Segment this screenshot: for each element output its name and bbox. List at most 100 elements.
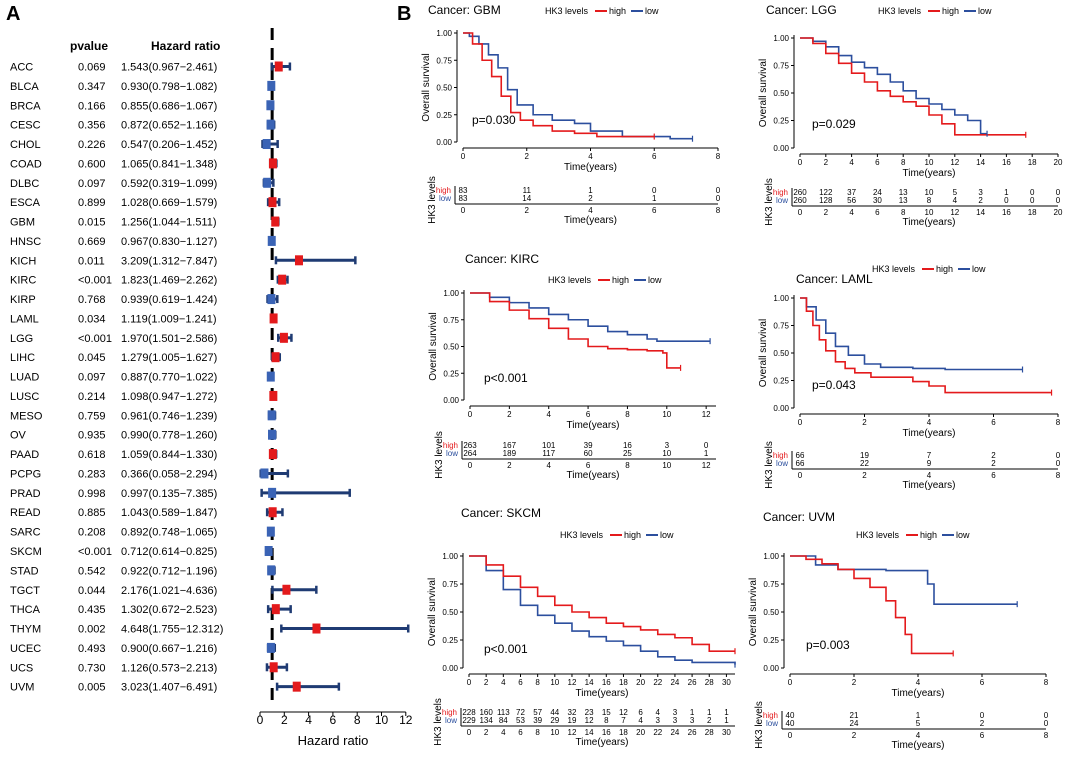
km-risk-row-high-label: high [442, 708, 457, 717]
km-x-tick-label: 12 [568, 678, 577, 687]
km-y-tick-label: 0.00 [442, 664, 458, 673]
km-risk-x-tick-label: 4 [927, 471, 932, 480]
km-legend-high-label: high [936, 264, 953, 274]
km-risk-high-count: 160 [479, 708, 493, 717]
km-risk-low-count: 56 [847, 196, 856, 205]
forest-point [264, 546, 273, 556]
forest-row-pvalue: 0.005 [78, 682, 106, 694]
forest-row-pvalue: 0.435 [78, 604, 106, 616]
forest-row-hr: 0.939(0.619−1.424) [121, 294, 217, 306]
km-y-tick-label: 0.75 [443, 316, 459, 325]
km-legend-high-label: high [609, 6, 626, 16]
km-risk-high-count: 5 [953, 188, 958, 197]
km-risk-row-high-label: high [443, 441, 458, 450]
forest-row-name: KIRC [10, 275, 36, 287]
km-risk-x-tick-label: 10 [662, 461, 671, 470]
panel-label-a: A [6, 3, 20, 25]
km-risk-x-tick-label: 16 [602, 728, 611, 737]
km-risk-low-count: 0 [1056, 196, 1061, 205]
km-risk-low-count: 66 [796, 459, 805, 468]
km-risk-x-tick-label: 0 [461, 206, 466, 215]
forest-row-name: LIHC [10, 352, 35, 364]
km-risk-row-high-label: high [436, 186, 451, 195]
km-risk-low-count: 25 [623, 449, 632, 458]
km-y-tick-label: 0.00 [773, 404, 789, 413]
km-y-tick-label: 0.00 [436, 138, 452, 147]
forest-point [263, 177, 272, 188]
forest-row-pvalue: 0.669 [78, 236, 106, 248]
forest-row-hr: 0.997(0.135−7.385) [121, 488, 217, 500]
km-x-tick-label: 20 [636, 678, 645, 687]
km-risk-low-count: 4 [638, 716, 643, 725]
forest-row-pvalue: 0.998 [78, 488, 106, 500]
km-x-tick-label: 14 [976, 158, 985, 167]
km-risk-high-count: 32 [568, 708, 577, 717]
km-risk-title: HK3 levels [764, 441, 775, 489]
km-risk-high-count: 0 [980, 711, 985, 720]
forest-point [267, 410, 276, 421]
km-risk-x-tick-label: 4 [588, 206, 593, 215]
km-risk-x-tick-label: 14 [585, 728, 594, 737]
km-y-tick-label: 0.25 [763, 636, 779, 645]
km-x-tick-label: 2 [862, 418, 867, 427]
km-x-tick-label: 0 [798, 418, 803, 427]
km-risk-low-count: 39 [533, 716, 542, 725]
km-risk-high-count: 0 [716, 186, 721, 195]
km-risk-x-tick-label: 22 [653, 728, 662, 737]
km-risk-low-count: 1 [704, 449, 709, 458]
km-x-tick-label: 14 [585, 678, 594, 687]
forest-row-pvalue: <0.001 [78, 275, 112, 287]
km-risk-x-tick-label: 18 [1028, 208, 1037, 217]
km-risk-high-count: 10 [925, 188, 934, 197]
km-x-tick-label: 16 [602, 678, 611, 687]
km-risk-x-tick-label: 28 [705, 728, 714, 737]
forest-row-pvalue: 0.097 [78, 178, 106, 190]
forest-x-label: Hazard ratio [298, 733, 369, 748]
km-x-label: Time(years) [903, 428, 956, 439]
km-x-label: Time(years) [567, 420, 620, 431]
km-risk-x-tick-label: 0 [798, 471, 803, 480]
km-y-label: Overall survival [421, 53, 432, 121]
km-risk-high-count: 1 [916, 711, 921, 720]
forest-row-pvalue: 0.935 [78, 430, 106, 442]
km-y-tick-label: 0.50 [442, 608, 458, 617]
km-y-tick-label: 0.00 [763, 664, 779, 673]
forest-row-name: ESCA [10, 197, 41, 209]
forest-row-pvalue: 0.045 [78, 352, 106, 364]
forest-row-pvalue: 0.002 [78, 624, 106, 636]
km-risk-high-count: 113 [497, 708, 510, 717]
km-risk-row-high-label: high [763, 711, 778, 720]
forest-row-pvalue: 0.069 [78, 62, 106, 74]
km-legend-title: HK3 levels [872, 264, 916, 274]
km-risk-low-count: 0 [1004, 196, 1009, 205]
km-risk-title: HK3 levels [764, 178, 775, 226]
km-x-tick-label: 8 [901, 158, 906, 167]
km-risk-low-count: 229 [462, 716, 476, 725]
forest-row-hr: 3.209(1.312−7.847) [121, 255, 217, 267]
km-risk-x-tick-label: 12 [702, 461, 711, 470]
forest-row-name: THYM [10, 624, 41, 636]
km-curve-low [470, 292, 711, 342]
km-risk-low-count: 260 [793, 196, 807, 205]
km-x-label: Time(years) [564, 162, 617, 173]
forest-row-name: READ [10, 507, 41, 519]
km-y-tick-label: 0.50 [773, 89, 789, 98]
km-risk-high-count: 1 [1004, 188, 1009, 197]
km-panels: Cancer: GBM HK3 levels high low0.000.250.50… [421, 3, 1063, 751]
forest-row-name: UCEC [10, 643, 41, 655]
km-legend-high-label: high [624, 530, 641, 540]
km-risk-title: HK3 levels [433, 698, 444, 746]
km-risk-title: HK3 levels [754, 701, 765, 749]
forest-row-hr: 4.648(1.755−12.312) [121, 624, 223, 636]
forest-row-name: UCS [10, 662, 33, 674]
km-x-tick-label: 2 [484, 678, 489, 687]
km-x-tick-label: 30 [722, 678, 731, 687]
km-risk-high-count: 6 [638, 708, 643, 717]
forest-point [268, 487, 277, 498]
km-risk-x-tick-label: 8 [1056, 471, 1061, 480]
forest-row-pvalue: 0.600 [78, 158, 106, 170]
km-risk-x-tick-label: 4 [501, 728, 506, 737]
km-x-tick-label: 8 [625, 410, 630, 419]
km-curve-high [800, 297, 1052, 394]
